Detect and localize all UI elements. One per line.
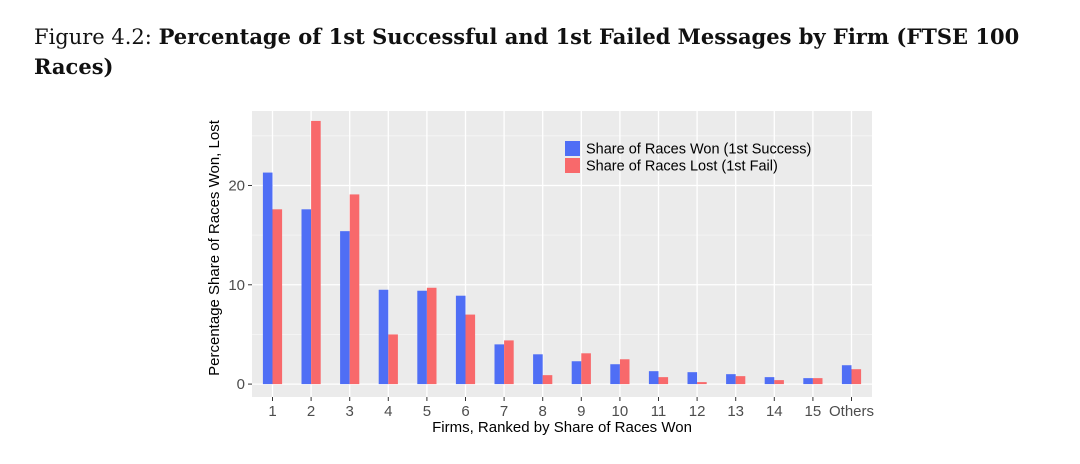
x-tick-label: 14 [766, 403, 783, 420]
x-tick-label: 7 [500, 403, 508, 420]
legend-key-series1 [565, 141, 580, 156]
figure-label: Figure 4.2: [34, 25, 152, 49]
bar-series2-others [851, 369, 862, 385]
bar-series1-12 [687, 372, 698, 385]
x-tick-label: 5 [423, 403, 431, 420]
x-tick-label: 2 [307, 403, 315, 420]
bar-series1-5 [417, 290, 427, 385]
x-tick-label: 8 [539, 403, 547, 420]
bar-series1-15 [803, 378, 813, 385]
x-tick-label: 12 [689, 403, 706, 420]
legend-label-series2: Share of Races Lost (1st Fail) [586, 159, 778, 175]
y-axis-title: Percentage Share of Races Won, Lost [206, 119, 223, 376]
bar-series1-10 [610, 364, 620, 385]
bar-series2-13 [735, 376, 746, 385]
bar-series2-6 [465, 314, 476, 385]
bar-series1-2 [301, 209, 312, 385]
bar-series1-11 [648, 371, 659, 385]
bar-series2-4 [388, 334, 398, 385]
bar-series1-others [841, 365, 852, 385]
bar-series2-14 [774, 380, 784, 385]
bar-series2-1 [272, 209, 283, 385]
x-tick-label: 10 [612, 403, 629, 420]
bar-series1-13 [726, 374, 736, 385]
bar-series2-9 [581, 353, 591, 385]
bar-series2-10 [619, 359, 630, 385]
bar-series2-11 [658, 377, 669, 385]
bar-series1-4 [378, 289, 389, 385]
bar-series2-15 [812, 378, 823, 385]
y-tick-label: 0 [237, 376, 245, 393]
bar-series1-1 [262, 172, 273, 385]
x-axis-title: Firms, Ranked by Share of Races Won [432, 419, 692, 436]
x-tick-label: 11 [651, 403, 667, 420]
x-tick-label: 6 [461, 403, 469, 420]
bar-series2-8 [542, 375, 553, 385]
bar-series2-12 [697, 382, 707, 385]
bar-series1-7 [494, 344, 505, 385]
bar-series2-5 [426, 287, 437, 385]
x-axis: 1 2 3 4 5 6 7 8 9 10 11 12 13 14 15 Others [268, 397, 874, 420]
bars [262, 120, 862, 385]
y-axis: 0 10 20 [228, 177, 252, 393]
x-tick-label: 4 [384, 403, 392, 420]
figure-caption: Figure 4.2: Percentage of 1st Successful… [34, 22, 1044, 82]
x-tick-label: 15 [805, 403, 822, 420]
legend: Share of Races Won (1st Success)Share of… [565, 141, 811, 175]
bar-series1-3 [340, 231, 350, 385]
bar-series1-9 [571, 361, 582, 385]
x-tick-label: 9 [577, 403, 585, 420]
bar-series2-7 [504, 340, 514, 385]
legend-key-series2 [565, 158, 580, 173]
y-tick-label: 20 [228, 177, 245, 194]
bar-series2-3 [349, 194, 360, 385]
x-tick-label: 1 [268, 403, 276, 420]
legend-label-series1: Share of Races Won (1st Success) [586, 142, 811, 158]
bar-series1-14 [764, 377, 775, 385]
bar-series1-6 [455, 295, 466, 385]
bar-series1-8 [533, 354, 543, 385]
bar-series2-2 [311, 120, 321, 385]
figure-title: Percentage of 1st Successful and 1st Fai… [34, 24, 1020, 79]
x-tick-label: 13 [727, 403, 744, 420]
y-tick-label: 10 [228, 277, 245, 294]
x-tick-label: Others [829, 403, 874, 420]
x-tick-label: 3 [346, 403, 354, 420]
